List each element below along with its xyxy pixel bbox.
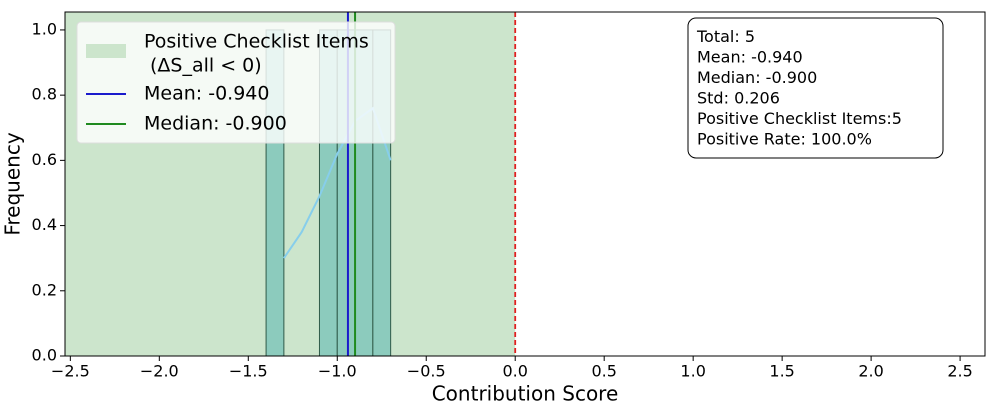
plot-frame bbox=[64, 11, 986, 357]
legend-label: Positive Checklist Items bbox=[144, 31, 369, 53]
stats-line: Median: -0.900 bbox=[697, 68, 817, 87]
x-tick-label: −1.0 bbox=[318, 362, 357, 381]
x-tick-label: 0.0 bbox=[502, 362, 527, 381]
legend-label: (ΔS_all < 0) bbox=[150, 55, 262, 77]
stats-box bbox=[687, 17, 944, 159]
stats-line: Positive Checklist Items:5 bbox=[697, 109, 902, 128]
x-tick-label: −0.5 bbox=[407, 362, 446, 381]
legend-box bbox=[76, 21, 396, 144]
legend-label: Mean: -0.940 bbox=[144, 83, 269, 105]
stats-line: Positive Rate: 100.0% bbox=[697, 130, 872, 149]
stats-line: Total: 5 bbox=[696, 27, 755, 46]
legend-label: Median: -0.900 bbox=[144, 113, 287, 135]
x-tick-label: 1.5 bbox=[769, 362, 794, 381]
legend-swatch bbox=[86, 44, 126, 58]
x-tick-label: 1.0 bbox=[680, 362, 705, 381]
y-tick-label: 0.2 bbox=[32, 280, 57, 299]
y-tick-label: 1.0 bbox=[32, 19, 57, 38]
y-tick-label: 0.6 bbox=[32, 150, 57, 169]
y-tick-label: 0.0 bbox=[32, 346, 57, 365]
x-tick-label: −2.0 bbox=[140, 362, 179, 381]
y-tick-label: 0.8 bbox=[32, 85, 57, 104]
x-tick-label: 2.5 bbox=[947, 362, 972, 381]
x-tick-label: −1.5 bbox=[229, 362, 268, 381]
x-tick-label: 0.5 bbox=[591, 362, 616, 381]
y-axis-label: Frequency bbox=[1, 132, 25, 235]
x-tick-label: −2.5 bbox=[51, 362, 90, 381]
y-tick-label: 0.4 bbox=[32, 215, 57, 234]
x-tick-label: 2.0 bbox=[858, 362, 883, 381]
stats-line: Std: 0.206 bbox=[697, 89, 780, 108]
stats-line: Mean: -0.940 bbox=[697, 48, 803, 67]
x-axis-label: Contribution Score bbox=[432, 382, 619, 406]
